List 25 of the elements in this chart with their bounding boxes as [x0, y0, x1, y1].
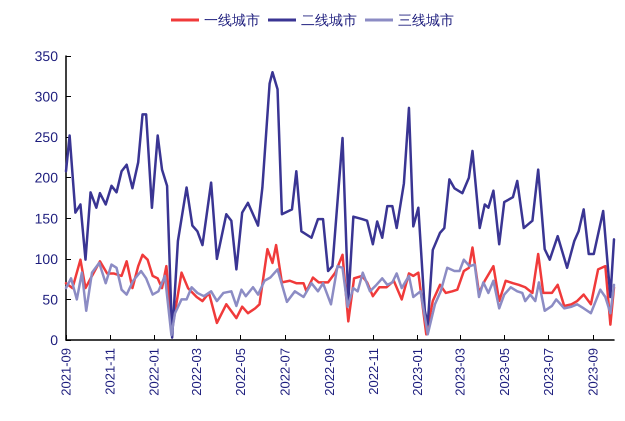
x-tick-label: 2023-03 [452, 348, 468, 396]
x-tick-label: 2023-05 [496, 348, 512, 396]
y-tick-label: 300 [34, 88, 58, 105]
y-tick-label: 50 [42, 291, 58, 308]
x-tick-label: 2021-11 [102, 348, 118, 395]
x-tick-label: 2023-01 [410, 348, 426, 396]
x-tick-label: 2023-09 [586, 348, 601, 396]
x-tick-label: 2022-01 [146, 348, 162, 396]
x-tick-label: 2022-05 [233, 348, 248, 396]
legend-label: 二线城市 [301, 12, 357, 28]
line-series [64, 258, 616, 336]
x-tick-label: 2022-07 [277, 348, 292, 396]
x-tick-label: 2021-09 [58, 348, 74, 396]
y-tick-label: 200 [34, 170, 58, 186]
x-tick-label: 2022-03 [189, 348, 204, 396]
y-tick-label: 250 [34, 129, 58, 146]
legend-label: 一线城市 [204, 12, 260, 28]
x-tick-label: 2022-11 [366, 348, 382, 395]
y-tick-label: 150 [34, 210, 58, 226]
y-tick-label: 350 [34, 48, 58, 64]
y-tick-label: 100 [34, 250, 58, 267]
legend-label: 三线城市 [398, 12, 454, 28]
y-tick-label: 0 [50, 332, 58, 348]
x-tick-label: 2023-07 [540, 348, 556, 396]
x-tick-label: 2022-09 [322, 348, 338, 396]
